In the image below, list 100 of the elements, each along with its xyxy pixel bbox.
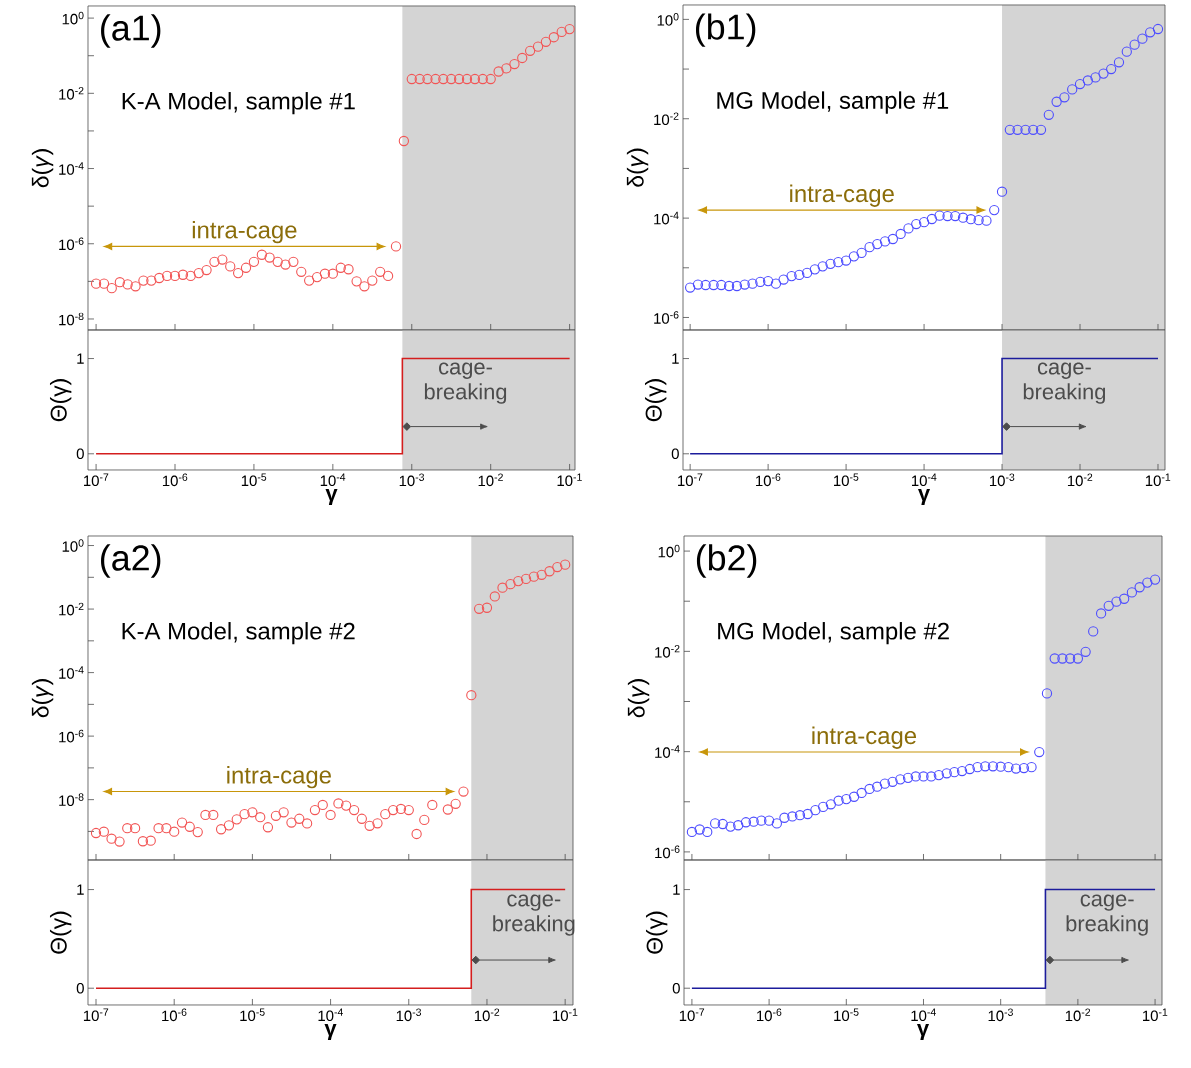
point — [497, 582, 508, 593]
annotation: MG Model, sample #2 — [718, 622, 949, 645]
y-axis-title: δ(γ) — [31, 149, 54, 188]
x-tick-label: 10$^{-7}$ — [84, 473, 109, 487]
x-tick-label: 10$^{-1}$ — [557, 473, 582, 487]
point — [122, 823, 133, 834]
point — [301, 818, 313, 829]
point — [489, 591, 500, 602]
y-tick-label: 10$^{-2}$ — [59, 87, 84, 100]
y-tick-label: 10$^{-6}$ — [655, 845, 680, 859]
point — [364, 820, 375, 831]
x-tick-label: 10$^{-4}$ — [911, 1008, 936, 1022]
x-tick-label: 10$^{-5}$ — [834, 473, 859, 487]
point — [223, 820, 235, 831]
point — [481, 602, 493, 613]
point — [325, 809, 336, 821]
x-tick-label: 10$^{-2}$ — [474, 1008, 500, 1022]
x-axis-title: γ — [916, 1024, 930, 1041]
annotation: (b1) — [695, 13, 756, 47]
point — [176, 817, 188, 828]
x-tick-label: 10$^{-4}$ — [912, 473, 937, 487]
x-tick-label: 10$^{-3}$ — [989, 473, 1015, 487]
point — [278, 807, 289, 818]
point — [442, 804, 453, 815]
y-tick-label: 10$^{-4}$ — [655, 745, 680, 758]
annotation: cage-breaking — [493, 894, 575, 936]
x-tick-label: 10$^{-4}$ — [318, 1008, 343, 1022]
point — [560, 559, 571, 570]
x-axis-title: γ — [324, 1024, 337, 1041]
x-tick-label: 10$^{-1}$ — [1143, 1008, 1168, 1022]
x-tick-label: 10$^{-4}$ — [320, 473, 346, 487]
x-tick-label: 10$^{-7}$ — [679, 1008, 705, 1022]
y-axis-title: Θ(γ) — [49, 911, 72, 954]
y-axis-title: δ(γ) — [627, 679, 650, 718]
annotation: cage-breaking — [1023, 362, 1106, 404]
point — [427, 799, 438, 811]
point — [505, 578, 516, 590]
y-tick-label: 10$^{0}$ — [657, 13, 679, 26]
point — [106, 833, 117, 844]
x-tick-label: 10$^{-3}$ — [988, 1008, 1013, 1022]
point — [466, 690, 477, 701]
x-tick-label: 10$^{-2}$ — [478, 473, 503, 487]
point — [395, 803, 407, 815]
x-tick-label: 10$^{-3}$ — [396, 1008, 422, 1022]
point — [458, 786, 469, 797]
point — [309, 804, 321, 816]
point — [114, 836, 125, 847]
y-tick-label: 10$^{-6}$ — [654, 311, 679, 324]
point — [137, 836, 149, 847]
y-tick-label: 0 — [76, 448, 84, 460]
point — [200, 809, 211, 821]
y-tick-label: 10$^{-8}$ — [59, 312, 84, 326]
x-tick-label: 10$^{-2}$ — [1067, 473, 1093, 487]
point — [255, 812, 266, 823]
y-axis-title: Θ(γ) — [49, 379, 72, 422]
annotation: intra-cage — [227, 766, 331, 789]
annotation: intra-cage — [790, 184, 894, 207]
point — [270, 810, 282, 821]
point — [90, 827, 102, 839]
x-tick-label: 10$^{-5}$ — [241, 473, 267, 487]
point — [419, 814, 430, 826]
x-tick-label: 10$^{-1}$ — [553, 1008, 578, 1022]
point — [348, 804, 360, 816]
y-tick-label: 10$^{-2}$ — [59, 602, 84, 616]
point — [161, 823, 172, 834]
x-tick-label: 10$^{-7}$ — [678, 473, 703, 487]
point — [387, 804, 399, 816]
point — [294, 813, 305, 824]
point — [520, 573, 532, 585]
point — [286, 817, 297, 828]
y-tick-label: 10$^{-4}$ — [59, 666, 84, 679]
y-tick-label: 10$^{-2}$ — [655, 645, 680, 658]
point — [356, 813, 367, 824]
point — [208, 809, 219, 821]
y-tick-label: 1 — [672, 353, 679, 364]
y-axis-title: Θ(γ) — [645, 911, 668, 954]
y-tick-label: 10$^{-6}$ — [59, 237, 84, 251]
annotation: K-A Model, sample #2 — [122, 622, 355, 645]
x-tick-label: 10$^{-5}$ — [240, 1008, 265, 1022]
point — [192, 826, 203, 838]
point — [411, 828, 422, 840]
x-tick-label: 10$^{-3}$ — [399, 473, 425, 487]
annotation: cage-breaking — [1066, 894, 1148, 936]
point — [145, 835, 156, 846]
y-tick-label: 1 — [77, 353, 84, 364]
point — [129, 823, 141, 834]
y-axis-title: Θ(γ) — [644, 379, 667, 422]
point — [239, 808, 250, 820]
annotation: (a1) — [101, 14, 161, 48]
annotation: intra-cage — [812, 726, 917, 749]
y-tick-label: 10$^{0}$ — [62, 539, 84, 552]
y-tick-label: 10$^{0}$ — [658, 544, 680, 558]
point — [544, 566, 555, 577]
y-tick-label: 1 — [77, 884, 84, 895]
point — [473, 603, 485, 614]
point — [247, 807, 258, 818]
point — [372, 818, 383, 829]
point — [262, 822, 274, 833]
point — [317, 799, 328, 811]
y-tick-label: 10$^{-2}$ — [654, 112, 679, 126]
